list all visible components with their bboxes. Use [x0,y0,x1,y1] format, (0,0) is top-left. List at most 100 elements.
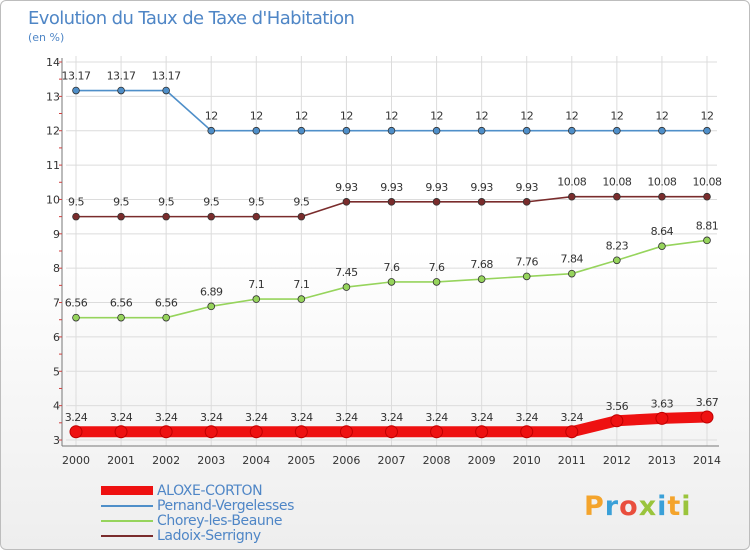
data-point [159,425,173,439]
axes: 3 4 5 6 7 8 9 10 11 12 13 14 2000 2001 2002 2003 2004 200… [46,56,721,467]
data-label: 12 [295,110,308,123]
legend-swatch [101,534,153,537]
data-point [342,126,351,135]
data-label: 10.08 [647,176,676,189]
data-label: 9.5 [158,196,174,209]
data-label: 3.24 [380,411,403,424]
data-point [297,126,306,135]
y-tick-label: 7 [53,297,60,310]
y-tick-label: 3 [53,434,60,447]
data-label: 10.08 [602,176,631,189]
data-label: 9.5 [203,196,219,209]
data-point [522,126,531,135]
logo-letter: i [657,491,668,522]
legend-item: Ladoix-Serrigny [101,528,294,544]
logo-letter: r [604,491,620,522]
data-label: 9.93 [470,181,493,194]
data-point [655,411,669,425]
data-point [387,198,396,206]
data-label: 3.24 [65,411,88,424]
data-label: 10.08 [557,176,586,189]
y-tick-label: 5 [53,365,60,378]
data-point [703,126,711,135]
data-point [72,313,80,322]
data-label: 12 [205,110,218,123]
data-label: 6.89 [200,285,223,298]
data-point [658,126,666,135]
y-tick-label: 10 [46,193,60,206]
data-label: 7.1 [248,278,264,291]
series-lines [69,86,714,439]
y-tick-label: 14 [46,56,60,69]
logo-letter: i [681,491,692,522]
data-point [432,126,441,135]
data-label: 3.67 [696,396,719,409]
data-point [162,212,170,221]
data-point [342,198,351,206]
data-label: 3.24 [335,411,358,424]
data-label: 3.24 [110,411,133,424]
data-point [204,425,218,439]
data-label: 12 [701,110,714,123]
y-tick-label: 13 [46,90,60,103]
grid [66,56,717,446]
data-label: 9.5 [293,196,309,209]
data-label: 7.45 [335,266,358,279]
legend-label: Pernand-Vergelesses [157,497,295,514]
y-tick-label: 12 [46,125,60,138]
x-tick-label: 2008 [423,454,451,467]
data-point [700,410,714,424]
data-point [477,275,486,283]
logo-letter: P [584,491,605,522]
y-tick-label: 11 [46,159,60,172]
data-point [297,295,306,303]
data-point [117,212,125,221]
data-label: 9.93 [425,181,448,194]
data-point [520,425,534,439]
data-label: 10.08 [693,176,722,189]
data-label: 3.24 [200,411,223,424]
x-tick-label: 2001 [107,454,135,467]
data-point [207,126,216,135]
x-tick-label: 2006 [332,454,360,467]
x-tick-label: 2004 [242,454,270,467]
data-point [117,86,125,95]
data-label: 6.56 [155,297,178,310]
x-tick-label: 2009 [468,454,496,467]
data-label: 3.63 [651,397,674,410]
data-point [522,272,531,281]
data-point [207,302,216,311]
data-label: 7.1 [293,278,309,291]
data-point [477,126,486,135]
x-tick-label: 2013 [648,454,676,467]
data-point [387,126,396,135]
data-point [339,425,353,439]
data-label: 8.23 [606,239,629,252]
x-tick-label: 2011 [558,454,586,467]
data-point [475,425,489,439]
data-point [297,212,306,221]
data-label: 12 [430,110,443,123]
data-point [613,256,621,265]
data-label: 7.84 [561,253,584,266]
data-label: 12 [475,110,488,123]
data-point [114,425,128,439]
data-label: 3.24 [290,411,313,424]
data-label: 12 [250,110,263,123]
legend-swatch [101,519,153,522]
legend-swatch [101,486,153,495]
data-label: 12 [520,110,533,123]
data-point [252,212,261,221]
data-point [207,212,216,221]
x-tick-label: 2000 [62,454,90,467]
data-point [162,313,170,322]
x-tick-label: 2005 [287,454,315,467]
legend-label: Chorey-les-Beaune [157,512,283,529]
data-point [162,86,170,95]
data-label: 7.76 [515,255,538,268]
legend-swatch [101,504,153,507]
data-label: 8.64 [651,225,674,238]
logo-letter: x [638,491,658,522]
